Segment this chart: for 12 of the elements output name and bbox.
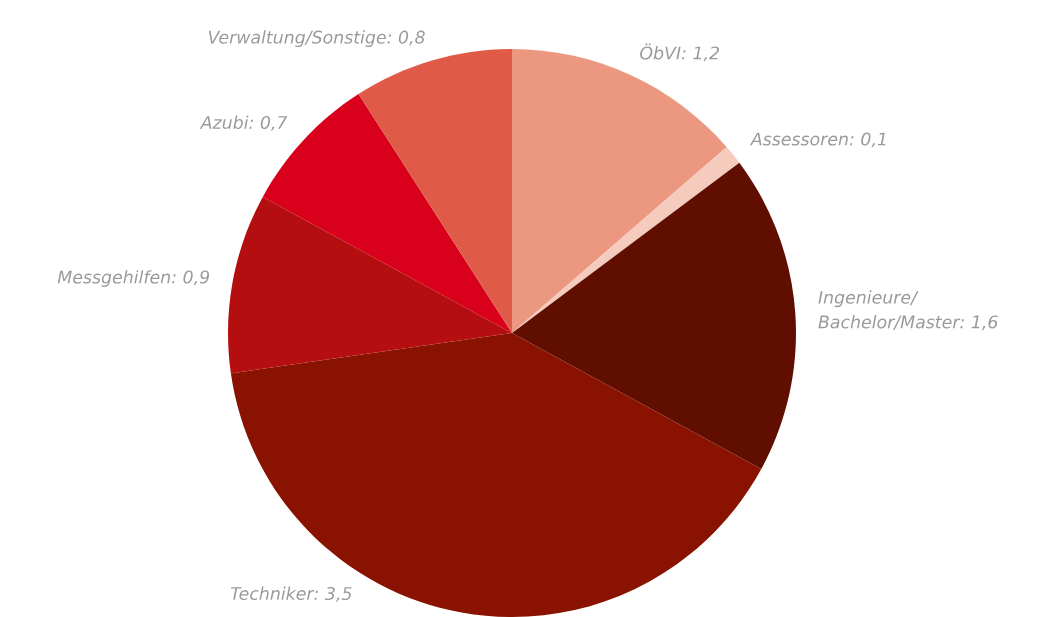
- slice-label: Techniker: 3,5: [230, 586, 352, 602]
- slice-label: Ingenieure/ Bachelor/Master: 1,6: [818, 290, 998, 331]
- slice-label: ÖbVI: 1,2: [640, 43, 719, 62]
- slice-label: Azubi: 0,7: [199, 115, 288, 131]
- pie-slice: [230, 333, 762, 617]
- pie-slice: [512, 162, 796, 470]
- slice-label: Verwaltung/Sonstige: 0,8: [208, 30, 425, 48]
- pie-slice: [358, 49, 512, 333]
- pie-slice: [262, 94, 512, 333]
- pie-slice: [228, 196, 512, 374]
- slice-label: Messgehilfen: 0,9: [57, 270, 210, 287]
- slice-label: Assessoren: 0,1: [749, 132, 886, 148]
